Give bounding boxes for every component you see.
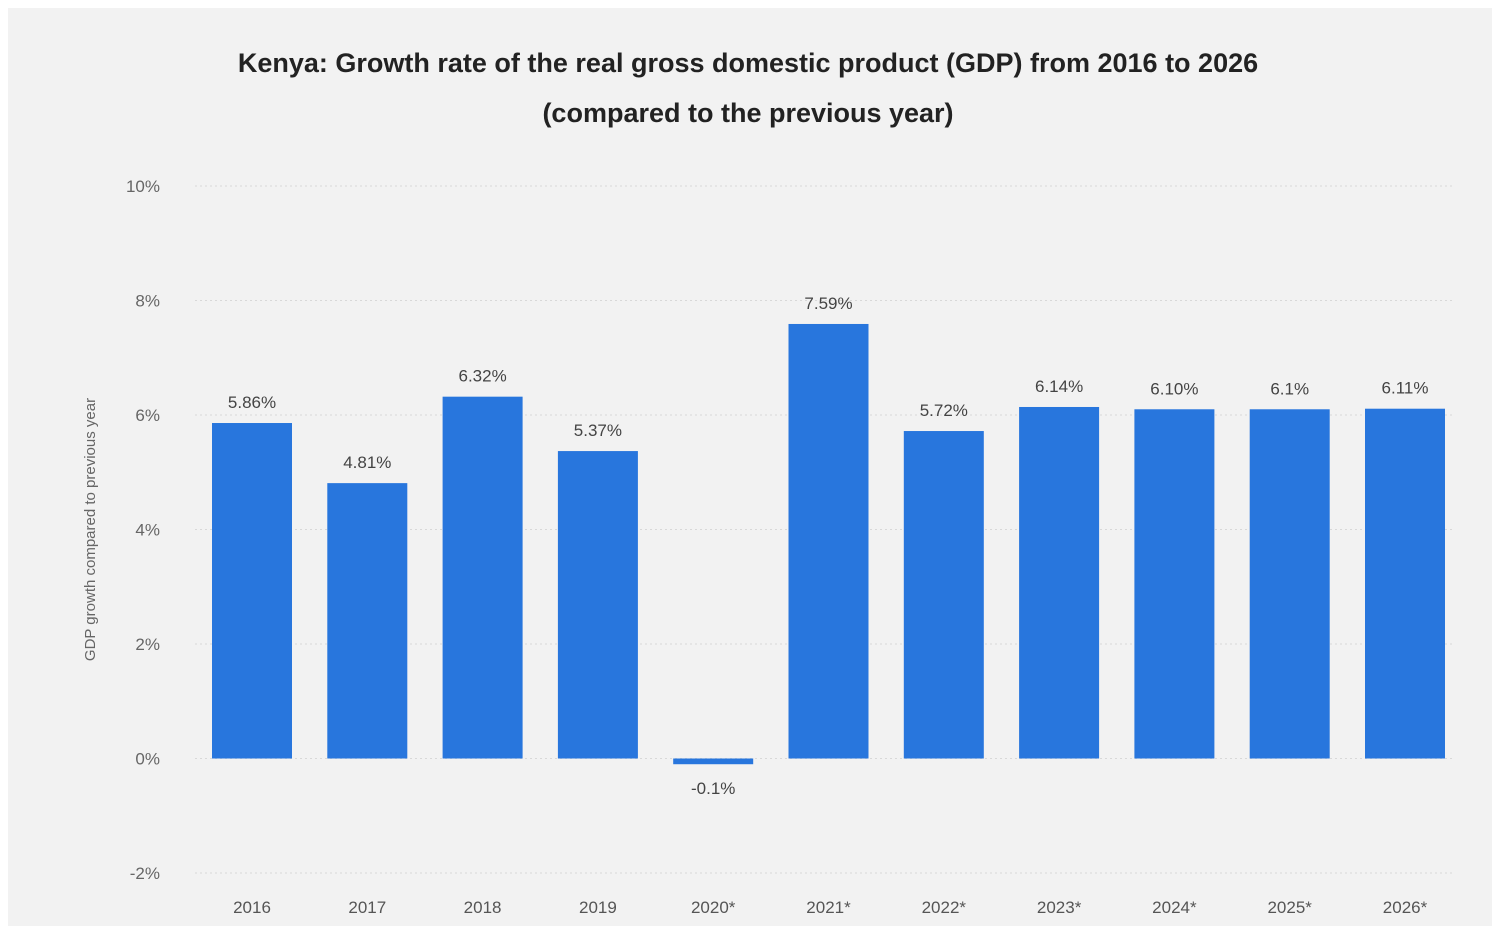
y-tick-label: 2% [135,635,160,654]
bar [1019,406,1100,759]
x-tick-label: 2021* [806,898,851,917]
chart-title-line-2: (compared to the previous year) [542,98,954,128]
bar [212,423,292,759]
bar-value-label: 5.86% [228,393,276,412]
bar-value-label: 7.59% [804,294,852,313]
chart-title-line-1: Kenya: Growth rate of the real gross dom… [237,48,1259,78]
y-tick-label: 0% [135,750,160,769]
x-tick-label: 2020* [691,898,736,917]
bar-value-label: 6.11% [1382,379,1429,398]
y-tick-label: 6% [135,406,160,425]
bar-value-label: 5.72% [920,401,968,420]
x-tick-label: 2017 [348,898,386,917]
x-tick-label: 2022* [922,898,967,917]
x-tick-label: 2025* [1267,898,1312,917]
bar-value-label: 6.10% [1150,379,1198,398]
bar [673,758,754,765]
bar [442,396,523,759]
bar-value-label: 5.37% [574,421,622,440]
bar [1365,408,1445,759]
bar [327,483,408,759]
bar-value-label: 4.81% [343,453,391,472]
y-tick-label: 8% [135,292,160,311]
bar-value-label: -0.1% [691,779,735,798]
x-tick-label: 2018 [464,898,502,917]
bar [1134,409,1215,759]
x-tick-label: 2016 [233,898,271,917]
x-tick-label: 2026* [1383,898,1428,917]
bar [788,323,869,759]
chart-title: Kenya: Growth rate of the real gross dom… [0,38,1496,138]
bar [1249,409,1330,759]
x-tick-label: 2024* [1152,898,1197,917]
y-tick-label: 4% [135,521,160,540]
bar [557,451,638,759]
bar-value-label: 6.32% [458,367,506,386]
x-tick-label: 2019 [579,898,617,917]
bar [903,431,984,759]
bar-value-label: 6.14% [1035,377,1083,396]
y-tick-label: -2% [130,864,160,883]
y-tick-label: 10% [126,177,160,196]
bar-value-label: 6.1% [1270,379,1309,398]
y-axis-label: GDP growth compared to previous year [82,398,99,661]
x-tick-label: 2023* [1037,898,1082,917]
